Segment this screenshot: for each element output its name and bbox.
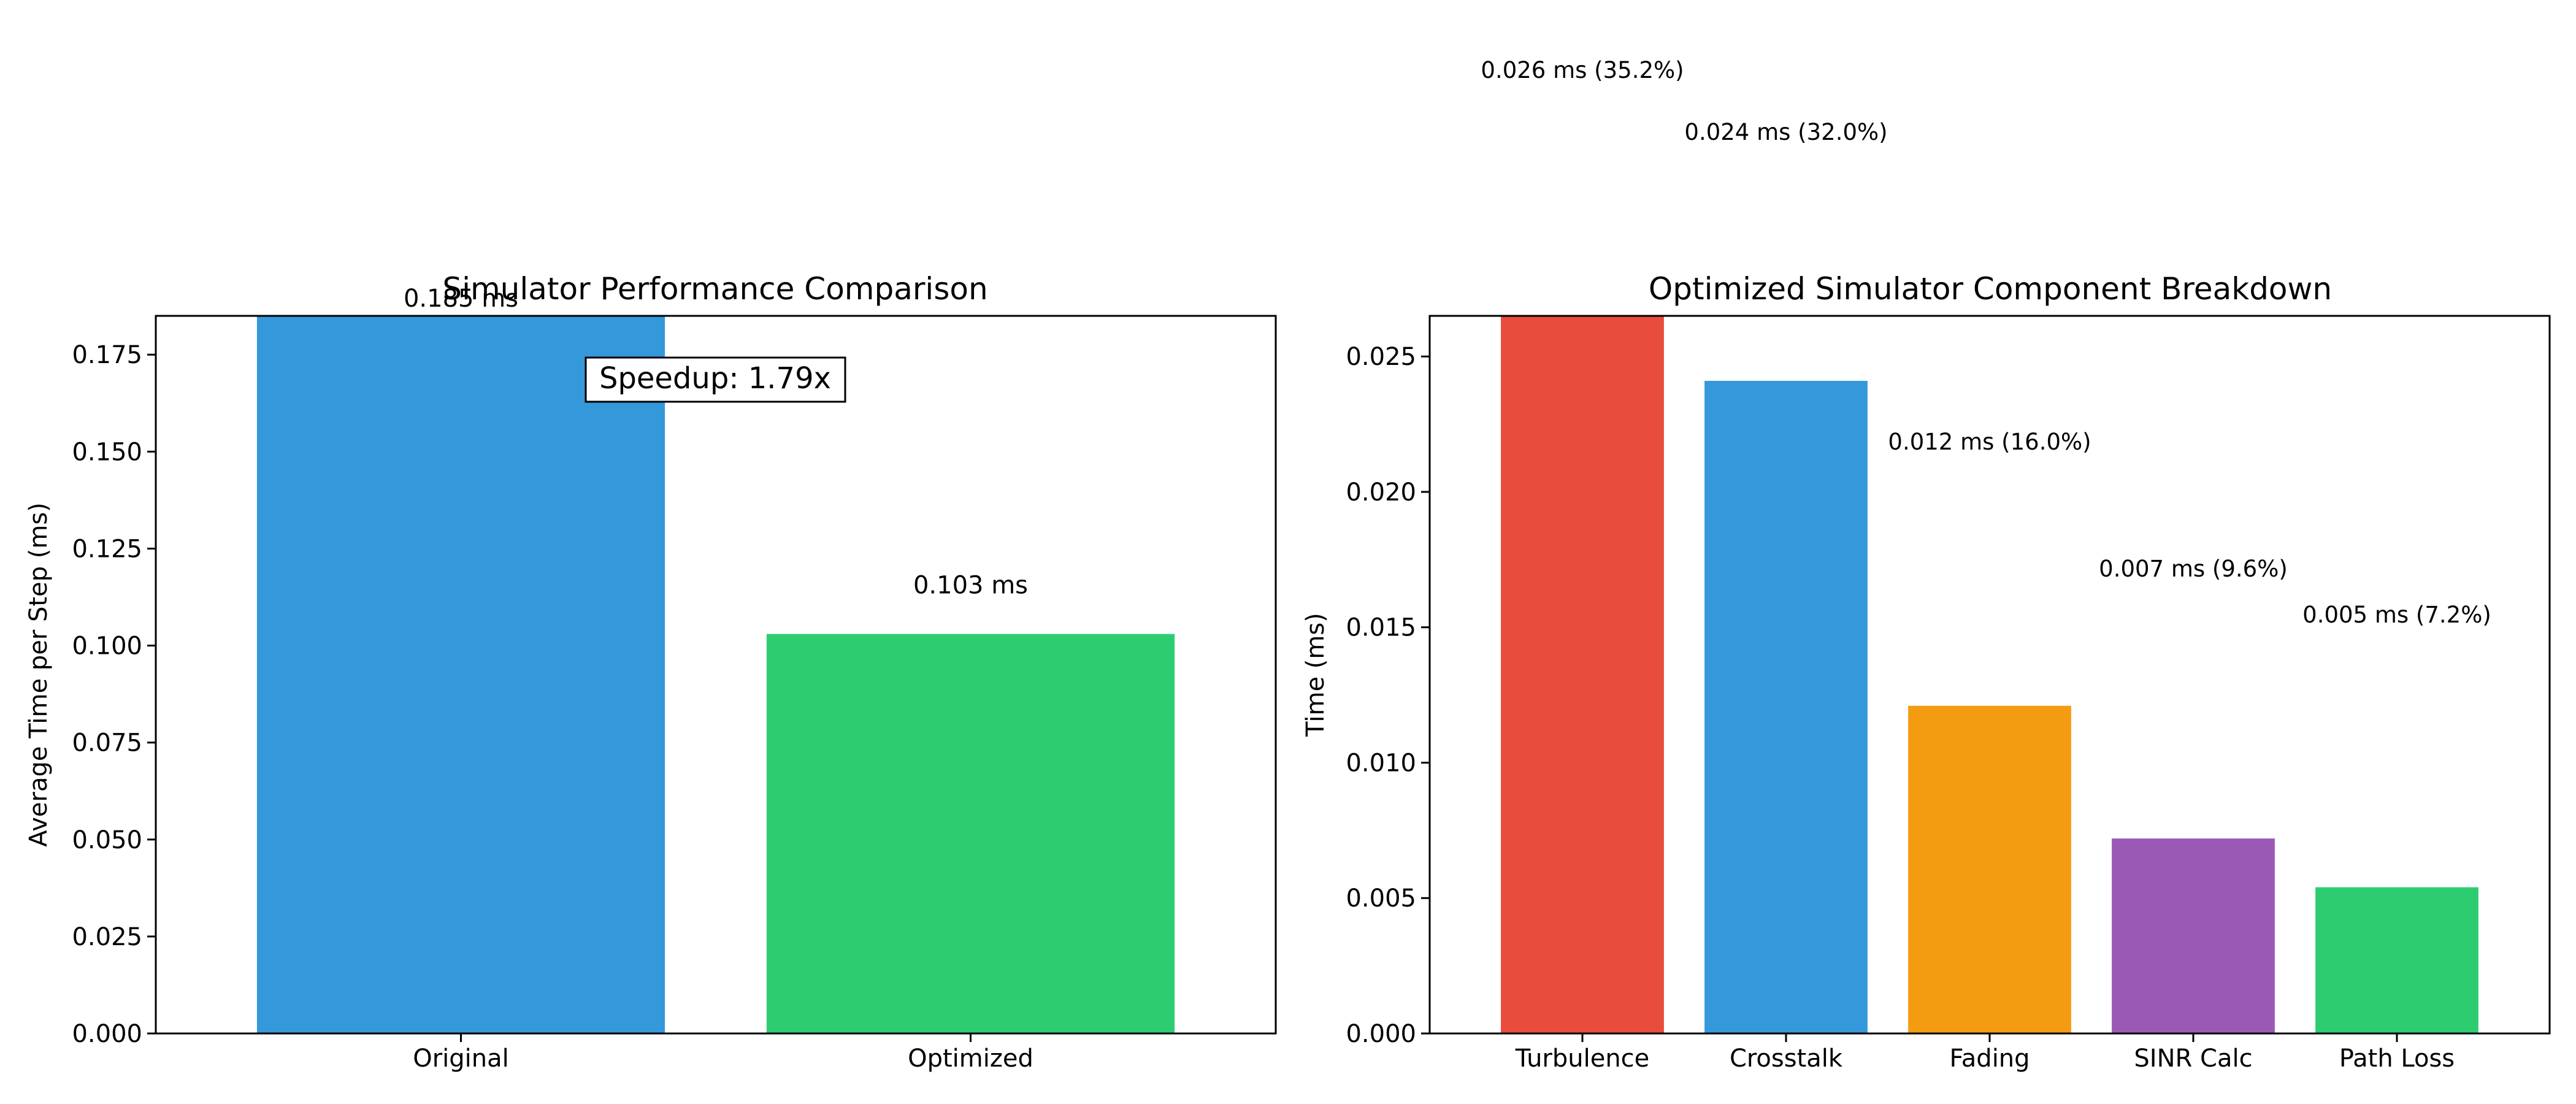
- bar-turbulence: [1501, 316, 1664, 1033]
- bar-original: [256, 316, 665, 1033]
- plot-frame: [1428, 315, 2551, 1035]
- chart-title: Simulator Performance Comparison: [442, 271, 987, 307]
- component-breakdown-chart: Optimized Simulator Component Breakdown …: [1301, 57, 2551, 1073]
- data-label: 0.005 ms (7.2%): [2302, 602, 2491, 628]
- y-tick-label: 0.015: [1346, 614, 1416, 642]
- data-label: 0.026 ms (35.2%): [1481, 57, 1684, 83]
- data-label: 0.007 ms (9.6%): [2099, 556, 2288, 582]
- y-tick-label: 0.000: [72, 1020, 142, 1048]
- speedup-annotation: Speedup: 1.79x: [585, 356, 846, 403]
- y-tick-label: 0.050: [72, 826, 142, 854]
- y-axis-label: Time (ms): [1301, 613, 1330, 737]
- speedup-box: [585, 356, 846, 403]
- bar-sinr-calc: [2112, 838, 2275, 1033]
- data-label: 0.024 ms (32.0%): [1684, 119, 1887, 145]
- bar-optimized: [766, 634, 1175, 1033]
- y-tick-label: 0.175: [72, 341, 142, 369]
- y-tick-label: 0.025: [1346, 343, 1416, 371]
- y-tick-label: 0.025: [72, 923, 142, 951]
- y-tick-label: 0.000: [1346, 1020, 1416, 1048]
- bar-crosstalk: [1704, 380, 1868, 1033]
- bar-path-loss: [2315, 887, 2478, 1033]
- x-tick-label: Path Loss: [2339, 1045, 2455, 1073]
- x-tick-label: Turbulence: [1515, 1045, 1650, 1073]
- x-tick-label: Optimized: [908, 1045, 1033, 1073]
- y-tick-label: 0.125: [72, 535, 142, 563]
- y-tick-label: 0.010: [1346, 749, 1416, 777]
- y-tick-label: 0.005: [1346, 884, 1416, 913]
- performance-comparison-chart: Simulator Performance Comparison 0.000 0.…: [25, 271, 1277, 1073]
- speedup-text: Speedup: 1.79x: [599, 361, 831, 396]
- y-axis-label: Average Time per Step (ms): [25, 502, 53, 847]
- plot-frame: [155, 315, 1277, 1035]
- x-tick-label: Fading: [1949, 1045, 2030, 1073]
- data-label: 0.012 ms (16.0%): [1888, 429, 2091, 455]
- x-tick-label: Original: [413, 1045, 509, 1073]
- data-label: 0.185 ms: [404, 285, 518, 313]
- y-tick-label: 0.075: [72, 729, 142, 757]
- chart-title: Optimized Simulator Component Breakdown: [1649, 271, 2332, 307]
- x-tick-label: SINR Calc: [2134, 1045, 2252, 1073]
- bar-fading: [1908, 705, 2071, 1033]
- y-tick-label: 0.150: [72, 438, 142, 466]
- x-tick-label: Crosstalk: [1730, 1045, 1843, 1073]
- data-label: 0.103 ms: [913, 572, 1028, 600]
- y-tick-label: 0.020: [1346, 478, 1416, 507]
- y-tick-label: 0.100: [72, 632, 142, 661]
